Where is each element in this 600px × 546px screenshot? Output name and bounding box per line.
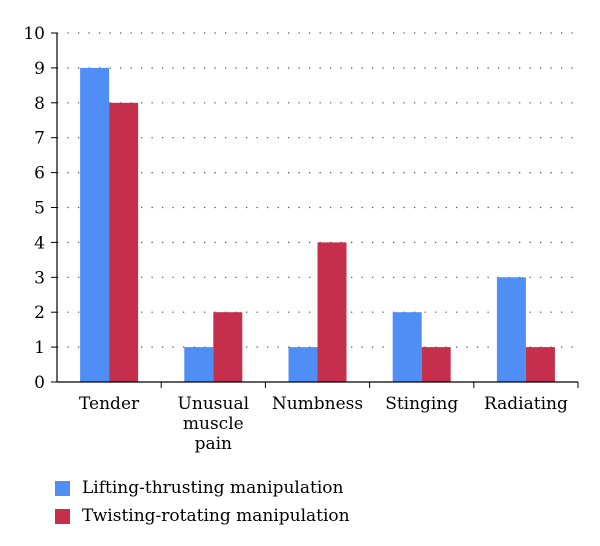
bars [80,67,555,383]
y-tick-label: 0 [34,373,45,393]
bar-twisting-rotating [421,347,451,382]
y-tick-label: 10 [23,24,45,44]
y-tick-label: 4 [34,233,45,253]
bar-lifting-thrusting [392,312,422,382]
y-tick-label: 3 [34,268,45,288]
legend: Lifting-thrusting manipulation Twisting-… [55,474,350,530]
x-category-label: Radiating [484,394,568,414]
bar-lifting-thrusting [80,67,110,383]
bar-chart: 0 1 2 3 4 5 6 7 8 9 10 Tender Unusual muscle pain Numb… [23,24,579,454]
bar-lifting-thrusting [184,347,214,382]
bar-lifting-thrusting [496,277,526,382]
legend-label-series-2: Twisting-rotating manipulation [82,506,350,526]
y-tick-label: 9 [34,59,45,79]
y-tick-label: 7 [34,129,45,149]
x-axis-labels: Tender Unusual muscle pain Numbness Stinging R… [79,394,568,454]
bar-twisting-rotating [317,242,347,382]
y-tick-label: 8 [34,94,45,114]
y-tick-label: 5 [34,199,45,219]
y-axis-ticks: 0 1 2 3 4 5 6 7 8 9 10 [23,24,57,393]
x-category-label: Tender [79,394,140,414]
x-category-label: Numbness [272,394,363,414]
y-tick-label: 1 [34,338,45,358]
bar-twisting-rotating [109,102,139,383]
legend-item-series-1: Lifting-thrusting manipulation [55,474,350,502]
bar-twisting-rotating [213,312,243,382]
legend-swatch-series-2 [55,508,70,524]
x-category-label: Unusual muscle pain [178,394,249,454]
bar-lifting-thrusting [288,347,318,382]
x-category-label: Stinging [385,394,458,414]
legend-label-series-1: Lifting-thrusting manipulation [82,478,344,498]
y-tick-label: 6 [34,164,45,184]
bar-twisting-rotating [525,347,555,382]
y-tick-label: 2 [34,303,45,323]
legend-item-series-2: Twisting-rotating manipulation [55,502,350,530]
legend-swatch-series-1 [55,480,70,496]
